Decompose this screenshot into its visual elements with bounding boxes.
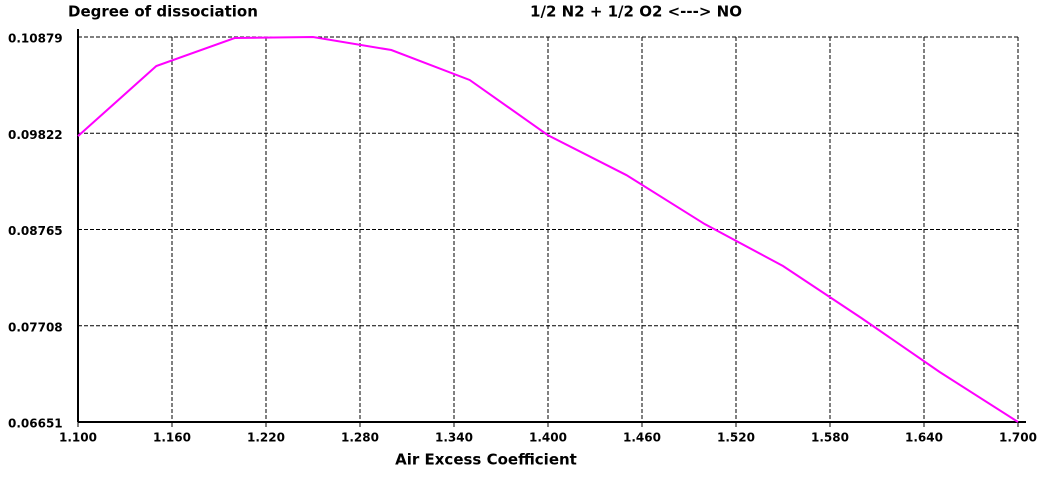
line: [77, 35, 1019, 423]
x-tick-label: 1.340: [435, 431, 473, 445]
x-tick-label: 1.220: [247, 431, 285, 445]
x-tick-label: 1.460: [623, 431, 661, 445]
chart-title: 1/2 N2 + 1/2 O2 <---> NO: [530, 3, 742, 21]
y-tick-label: 0.08765: [8, 224, 63, 238]
y-tick-label: 0.10879: [8, 32, 63, 46]
x-tick-label: 1.580: [811, 431, 849, 445]
x-tick-label: 1.520: [717, 431, 755, 445]
x-axis-label: Air Excess Coefficient: [395, 451, 577, 469]
x-tick-label: 1.700: [999, 431, 1037, 445]
y-tick-label: 0.06651: [8, 417, 63, 431]
y-tick-label: 0.09822: [8, 128, 63, 142]
x-tick-label: 1.640: [905, 431, 943, 445]
x-tick-label: 1.280: [341, 431, 379, 445]
x-tick-label: 1.100: [59, 431, 97, 445]
y-axis-label: Degree of dissociation: [68, 3, 258, 21]
x-tick-label: 1.400: [529, 431, 567, 445]
y-tick-label: 0.07708: [8, 320, 63, 334]
x-tick-label: 1.160: [153, 431, 191, 445]
